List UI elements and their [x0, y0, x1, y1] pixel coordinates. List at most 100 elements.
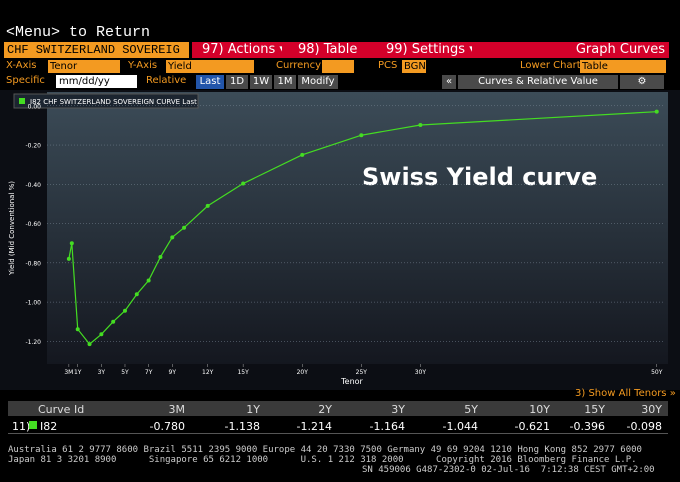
column-header: 1Y	[246, 403, 260, 416]
x-tick-label: 1Y	[74, 369, 82, 376]
x-tick-label: 3Y	[98, 369, 106, 376]
column-header: 2Y	[318, 403, 332, 416]
x-tick-label: 12Y	[202, 369, 214, 376]
relative-label: Relative	[146, 75, 187, 86]
x-tick-label: 3M	[64, 369, 73, 376]
point	[170, 235, 175, 240]
currency-select[interactable]	[322, 60, 354, 73]
collapse-icon[interactable]: «	[442, 75, 456, 89]
point	[99, 332, 104, 337]
y-tick-label: -0.60	[25, 221, 41, 228]
cell-value: -0.098	[626, 420, 662, 433]
plot-area	[47, 92, 668, 364]
specific-label: Specific	[6, 75, 45, 86]
y-tick-label: -0.20	[25, 143, 41, 150]
date-field[interactable]: mm/dd/yy	[56, 75, 137, 88]
curve-id: I82	[40, 420, 58, 433]
actions-button[interactable]: 97) Actions ▾	[192, 42, 288, 58]
x-tick-label: 20Y	[297, 369, 309, 376]
cell-value: -0.621	[514, 420, 550, 433]
column-header: 3M	[168, 403, 186, 416]
point	[241, 181, 246, 186]
point	[66, 256, 71, 261]
annotation: Swiss Yield curve	[362, 163, 597, 191]
x-tick-label: 5Y	[121, 369, 129, 376]
point	[158, 254, 163, 259]
column-header: Curve Id	[38, 403, 85, 416]
point	[300, 152, 305, 157]
pcs-label: PCS	[378, 60, 398, 71]
x-tick-label: 25Y	[356, 369, 368, 376]
y-axis-label: Y-Axis	[128, 60, 158, 71]
panel-button[interactable]: Curves & Relative Value	[458, 75, 618, 89]
cell-value: -1.164	[369, 420, 405, 433]
y-axis-title: Yield (Mid Conventional %)	[8, 181, 16, 276]
modify-button[interactable]: Modify	[298, 75, 338, 89]
x-axis-title: Tenor	[340, 377, 363, 386]
footer-line: Australia 61 2 9777 8600 Brazil 5511 239…	[8, 445, 642, 455]
range-button[interactable]: 1D	[226, 75, 248, 89]
x-axis-label: X-Axis	[6, 60, 37, 71]
point	[134, 292, 139, 297]
legend-label: I82 CHF SWITZERLAND SOVEREIGN CURVE Last	[30, 98, 197, 106]
curve-swatch	[29, 421, 37, 429]
x-tick-label: 15Y	[237, 369, 249, 376]
settings-button[interactable]: 99) Settings ▾	[376, 42, 478, 58]
x-tick-label: 50Y	[651, 369, 663, 376]
column-header: 15Y	[584, 403, 605, 416]
legend-box	[13, 93, 199, 109]
point	[69, 241, 74, 246]
table-button[interactable]: 98) Table	[282, 42, 386, 58]
show-all-tenors[interactable]: 3) Show All Tenors »	[575, 388, 676, 399]
label: 99) Settings	[386, 42, 466, 57]
x-tick-label: 7Y	[145, 369, 153, 376]
y-tick-label: -0.40	[25, 182, 41, 189]
column-header: 10Y	[529, 403, 550, 416]
point	[111, 319, 116, 324]
range-button[interactable]: 1W	[250, 75, 272, 89]
point	[87, 342, 92, 347]
footer-line: Japan 81 3 3201 8900 Singapore 65 6212 1…	[8, 455, 637, 465]
currency-label: Currency	[276, 60, 322, 71]
y-tick-label: 0.00	[28, 103, 42, 110]
label: 97) Actions	[202, 42, 276, 57]
cell-value: -1.214	[296, 420, 332, 433]
point	[418, 123, 423, 128]
x-tick-label: 30Y	[415, 369, 427, 376]
lower-chart-label: Lower Chart	[520, 60, 581, 71]
column-header: 30Y	[641, 403, 662, 416]
cell-value: -1.044	[442, 420, 478, 433]
y-tick-label: -1.00	[25, 300, 41, 307]
security-field[interactable]: CHF SWITZERLAND SOVEREIG	[4, 42, 189, 58]
point	[122, 308, 127, 313]
y-axis-select[interactable]: Yield	[166, 60, 254, 73]
footer-line: SN 459006 G487-2302-0 02-Jul-16 7:12:38 …	[362, 465, 655, 475]
chart: Swiss Yield curve Tenor Yield (Mid Conve…	[0, 90, 680, 390]
point	[205, 203, 210, 208]
row-index: 11)	[12, 420, 31, 433]
point	[654, 109, 659, 114]
table-row-bg	[8, 416, 668, 434]
column-header: 3Y	[391, 403, 405, 416]
settings-icon[interactable]: ⚙	[620, 75, 664, 89]
legend: I82 CHF SWITZERLAND SOVEREIGN CURVE Last	[13, 93, 199, 109]
menu-hint: <Menu> to Return	[6, 24, 151, 41]
cell-value: -0.396	[569, 420, 605, 433]
cell-value: -0.780	[149, 420, 185, 433]
x-axis-select[interactable]: Tenor	[48, 60, 120, 73]
cell-value: -1.138	[224, 420, 260, 433]
point	[75, 327, 80, 332]
graph-curves[interactable]: Graph Curves	[472, 42, 669, 58]
range-button[interactable]: Last	[196, 75, 224, 89]
lower-chart-select[interactable]: Table	[580, 60, 666, 73]
range-button[interactable]: 1M	[274, 75, 296, 89]
legend-swatch	[19, 98, 25, 104]
y-tick-label: -1.20	[25, 339, 41, 346]
table-header-bg	[8, 401, 668, 416]
point	[146, 278, 151, 283]
point	[182, 225, 187, 230]
y-tick-label: -0.80	[25, 260, 41, 267]
series-line	[68, 111, 657, 345]
pcs-field[interactable]: BGN	[402, 60, 426, 73]
